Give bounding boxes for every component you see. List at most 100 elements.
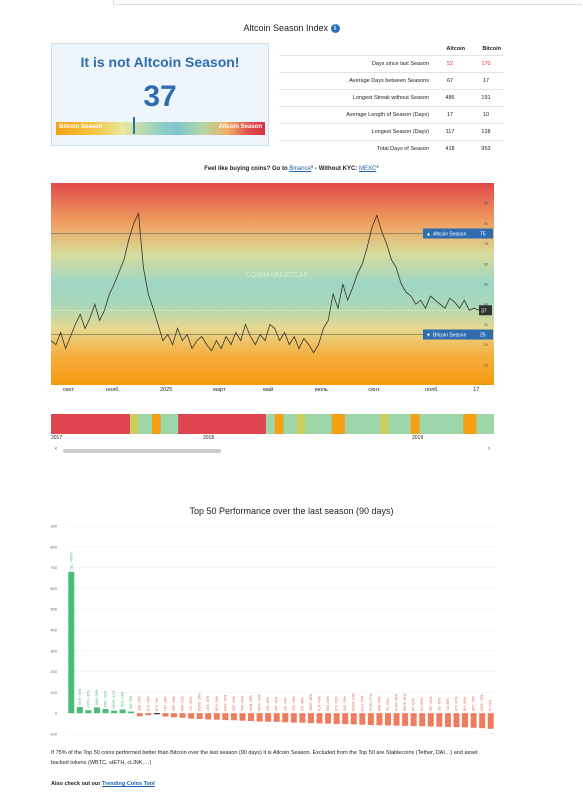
binance-superscript: ° [310,166,314,172]
performance-bar[interactable] [128,711,135,714]
bar-data-label: PI -75% [489,700,493,712]
performance-bar[interactable] [256,713,263,722]
performance-bar[interactable] [265,713,272,722]
performance-bar[interactable] [290,713,297,723]
also-check-out: Also check out our Trending Coins Tool [51,781,155,787]
y-tick-label: 100 [484,183,490,186]
gauge-altcoin-label: Altcoin Season [218,124,262,130]
stats-header-label [279,43,432,56]
y-tick-label: 30 [484,323,488,327]
top50-performance-bar-chart[interactable]: -100 0 100 200 300 400 500 600 700 800 900 ZEC +680… [37,520,497,742]
performance-bar[interactable] [273,713,280,722]
performance-bar[interactable] [410,713,417,727]
performance-bar[interactable] [102,709,109,714]
performance-bar[interactable] [136,713,143,717]
performance-bar[interactable] [444,713,451,727]
buy-mid: - Without KYC: [313,166,358,172]
performance-bar[interactable] [299,713,306,723]
scroll-left-arrow[interactable]: ‹ [55,446,57,452]
performance-bar[interactable] [162,713,169,717]
performance-bar[interactable] [145,713,152,716]
bar-data-label: GRT -70% [472,696,476,711]
performance-bar[interactable] [436,713,443,727]
performance-bar[interactable] [462,713,469,728]
bar-data-label: FIL -59% [386,698,390,711]
performance-bar[interactable] [68,571,75,714]
gauge-value: 37 [143,80,177,113]
performance-bar[interactable] [487,713,494,729]
bar-data-label: ADA -22% [181,696,185,711]
stats-row: Days since last Season 52 170 [279,55,504,73]
performance-bar[interactable] [85,710,92,714]
scroll-thumb[interactable] [63,449,221,453]
performance-bar[interactable] [376,713,383,726]
threshold-value: 75 [480,232,486,238]
performance-bar[interactable] [76,706,83,714]
performance-bar[interactable] [350,713,357,725]
bar-data-label: BTC -5% [155,698,159,711]
bar-data-label: HBAR -48% [309,694,313,711]
performance-bar[interactable] [239,713,246,721]
bar-data-label: ZEC +680% [69,552,73,569]
season-segment [178,414,267,434]
performance-bar[interactable] [111,710,118,714]
bar-data-label: OKB +18% [121,691,125,707]
performance-bar[interactable] [119,709,126,714]
performance-bar[interactable] [196,713,203,720]
performance-bar[interactable] [342,713,349,725]
performance-bar[interactable] [307,713,314,724]
performance-bar[interactable] [333,713,340,725]
y-tick-label: 700 [50,565,57,570]
bar-data-label: APT -42% [275,697,279,712]
season-segment [283,414,297,434]
performance-bar[interactable] [230,713,237,721]
strip-year-label: 2018 [203,435,215,441]
stats-row: Longest Streak without Season 486 191 [279,89,504,107]
performance-bar[interactable] [316,713,323,724]
bar-data-label: SEI -65% [437,698,441,712]
performance-bar[interactable] [248,713,255,722]
season-segment [305,414,333,434]
altcoin-index-line-chart[interactable]: 0 10 20 30 40 50 60 70 80 90 100 COINMARKETCAP ▲Altc… [51,183,494,385]
performance-bar[interactable] [453,713,460,728]
performance-bar[interactable] [427,713,434,727]
bar-data-label: TIA -66% [446,698,450,711]
mexc-link[interactable]: MEXC [358,166,377,172]
performance-bar[interactable] [188,713,195,719]
page-title-text: Altcoin Season Index [243,23,329,33]
season-segment [160,414,179,434]
performance-bar[interactable] [359,713,366,725]
performance-bar[interactable] [213,713,220,720]
performance-bar[interactable] [402,713,409,726]
scroll-right-arrow[interactable]: › [488,446,490,452]
bar-data-label: RNDR -61% [403,693,407,711]
info-icon[interactable]: i [330,24,340,34]
stats-header-row: Altcoin Bitcoin [279,43,504,56]
performance-bar[interactable] [479,713,486,729]
buy-coins-banner: Feel like buying coins? Go to Binance° -… [0,166,583,172]
bar-data-label: NEAR +12% [112,691,116,709]
bar-data-label: ALGO -60% [395,694,399,711]
performance-bar[interactable] [325,713,332,724]
binance-link[interactable]: Binance [289,166,311,172]
season-segment [379,414,390,434]
performance-bar[interactable] [171,713,177,718]
performance-bar[interactable] [282,713,289,723]
stats-row: Average Days between Seasons 67 17 [279,72,504,90]
performance-bar[interactable] [222,713,229,721]
history-scrollbar[interactable]: ‹ › [51,446,494,455]
trending-coins-link[interactable]: Trending Coins Tool [102,781,155,787]
performance-bar[interactable] [205,713,212,720]
performance-bar[interactable] [179,713,186,718]
season-segment [129,414,140,434]
performance-bar[interactable] [419,713,426,727]
x-tick-label: июль [314,387,328,393]
performance-bar[interactable] [93,707,100,714]
y-tick-label: 400 [50,628,57,633]
performance-bar[interactable] [367,713,374,726]
performance-bar[interactable] [393,713,400,726]
performance-bar[interactable] [153,713,160,715]
season-history-strip[interactable] [51,414,494,434]
performance-bar[interactable] [470,713,477,728]
performance-bar[interactable] [385,713,391,726]
